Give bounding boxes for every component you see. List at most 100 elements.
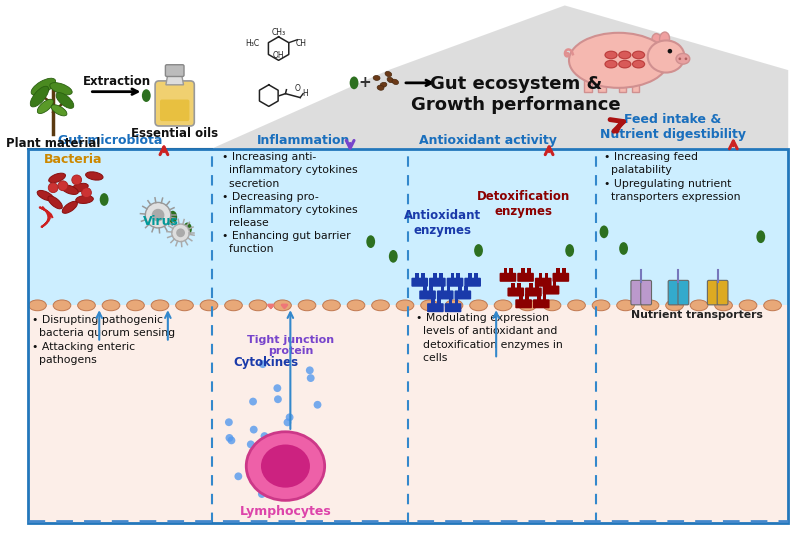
Ellipse shape (605, 60, 617, 68)
Ellipse shape (78, 300, 95, 311)
Ellipse shape (387, 77, 394, 82)
Ellipse shape (37, 191, 54, 201)
Ellipse shape (389, 250, 398, 263)
Ellipse shape (690, 300, 708, 311)
Circle shape (261, 432, 269, 440)
Bar (439, 273, 442, 279)
Polygon shape (28, 305, 788, 523)
Ellipse shape (126, 300, 144, 311)
Text: H₃C: H₃C (245, 39, 259, 48)
Circle shape (225, 418, 233, 426)
Ellipse shape (470, 300, 487, 311)
Ellipse shape (249, 300, 267, 311)
Circle shape (248, 459, 256, 467)
Text: Plant material: Plant material (6, 136, 100, 150)
Circle shape (48, 183, 58, 193)
Circle shape (314, 401, 322, 408)
FancyBboxPatch shape (717, 280, 728, 305)
Text: Tight junction
protein: Tight junction protein (246, 335, 334, 357)
Ellipse shape (86, 172, 103, 180)
Ellipse shape (568, 300, 586, 311)
Bar (557, 268, 560, 275)
Circle shape (306, 374, 314, 382)
Bar (474, 273, 478, 279)
Circle shape (306, 366, 314, 374)
Ellipse shape (50, 82, 72, 95)
FancyBboxPatch shape (668, 280, 679, 305)
Bar (457, 273, 460, 279)
Text: Antioxidant activity: Antioxidant activity (419, 134, 558, 146)
Ellipse shape (648, 40, 685, 73)
Text: Antioxidant
enzymes: Antioxidant enzymes (404, 209, 481, 238)
Ellipse shape (633, 60, 645, 68)
Bar (535, 283, 538, 289)
Bar (553, 281, 556, 287)
Text: H: H (302, 88, 308, 98)
Ellipse shape (385, 72, 392, 76)
Ellipse shape (392, 79, 398, 85)
Circle shape (227, 436, 235, 444)
Bar (423, 286, 427, 292)
Polygon shape (28, 149, 788, 305)
Text: Lymphocytes: Lymphocytes (239, 505, 331, 518)
Bar (468, 273, 472, 279)
Ellipse shape (350, 76, 358, 89)
Text: Gut microbiota: Gut microbiota (58, 134, 162, 146)
Text: Inflammation: Inflammation (257, 134, 350, 146)
Bar (618, 75, 626, 92)
Ellipse shape (30, 86, 49, 107)
FancyBboxPatch shape (533, 299, 550, 308)
Ellipse shape (76, 195, 94, 204)
FancyBboxPatch shape (429, 278, 446, 287)
FancyBboxPatch shape (500, 273, 516, 282)
Circle shape (283, 418, 291, 426)
FancyBboxPatch shape (427, 303, 444, 312)
Circle shape (249, 397, 257, 406)
Ellipse shape (366, 235, 375, 248)
Ellipse shape (642, 300, 659, 311)
Ellipse shape (605, 51, 617, 59)
Circle shape (274, 395, 282, 403)
Bar (545, 273, 548, 279)
FancyBboxPatch shape (445, 303, 462, 312)
FancyBboxPatch shape (515, 299, 532, 308)
FancyBboxPatch shape (678, 280, 689, 305)
FancyBboxPatch shape (525, 288, 542, 296)
Ellipse shape (49, 173, 66, 183)
Bar (458, 286, 462, 292)
Ellipse shape (474, 244, 483, 257)
Bar (598, 75, 606, 92)
Ellipse shape (764, 300, 782, 311)
Bar (511, 283, 515, 289)
Ellipse shape (62, 185, 78, 194)
FancyBboxPatch shape (507, 288, 524, 296)
Ellipse shape (592, 300, 610, 311)
Circle shape (259, 360, 266, 368)
Circle shape (176, 228, 185, 237)
Ellipse shape (659, 32, 670, 46)
Ellipse shape (652, 34, 662, 48)
FancyBboxPatch shape (641, 280, 651, 305)
Text: CH: CH (295, 39, 306, 48)
Bar (562, 268, 566, 275)
Text: CH₃: CH₃ (271, 28, 286, 37)
Circle shape (172, 224, 190, 242)
FancyBboxPatch shape (155, 81, 194, 126)
Ellipse shape (151, 300, 169, 311)
Ellipse shape (377, 85, 384, 90)
Bar (446, 286, 450, 292)
Ellipse shape (51, 105, 67, 116)
Circle shape (146, 203, 170, 228)
Ellipse shape (31, 78, 56, 96)
FancyBboxPatch shape (411, 278, 428, 287)
Ellipse shape (48, 196, 62, 209)
Ellipse shape (29, 300, 46, 311)
Ellipse shape (569, 33, 668, 88)
Ellipse shape (756, 230, 766, 243)
Polygon shape (166, 74, 183, 85)
Text: • Modulating expression
  levels of antioxidant and
  detoxification enzymes in
: • Modulating expression levels of antiox… (416, 313, 562, 363)
Ellipse shape (518, 300, 536, 311)
FancyBboxPatch shape (437, 290, 454, 299)
Circle shape (251, 470, 259, 478)
Ellipse shape (619, 242, 628, 255)
